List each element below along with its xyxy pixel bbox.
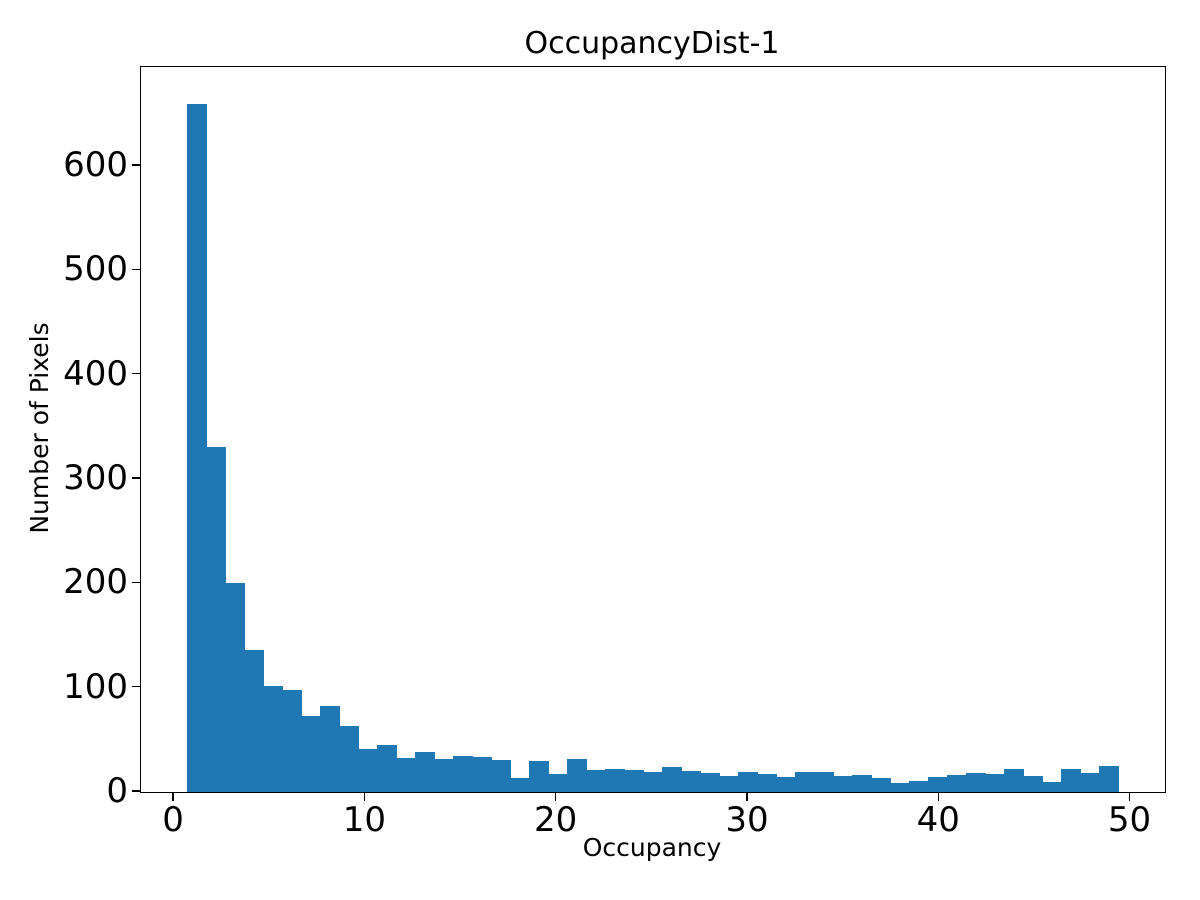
y-tick-label: 500 bbox=[63, 249, 128, 290]
x-tick-mark bbox=[746, 792, 748, 801]
histogram-bar bbox=[1022, 776, 1043, 792]
histogram-bar bbox=[415, 752, 435, 792]
histogram-bar bbox=[1079, 773, 1100, 792]
x-tick-mark bbox=[172, 792, 174, 801]
histogram-bar bbox=[358, 749, 378, 792]
y-tick-mark bbox=[132, 164, 140, 166]
y-tick-mark bbox=[132, 685, 140, 688]
histogram-bar bbox=[529, 760, 549, 792]
histogram-bar bbox=[263, 685, 283, 792]
histogram-bar bbox=[1098, 765, 1119, 792]
histogram-bar bbox=[320, 706, 340, 792]
histogram-bar bbox=[567, 758, 587, 792]
y-tick-label: 600 bbox=[63, 145, 128, 186]
histogram-bar bbox=[472, 756, 492, 792]
x-tick-label: 0 bbox=[162, 800, 184, 840]
histogram-bar bbox=[775, 777, 796, 792]
histogram-bar bbox=[510, 778, 530, 792]
y-tick-mark bbox=[132, 477, 140, 479]
y-tick-label: 0 bbox=[106, 771, 128, 811]
histogram-bar bbox=[206, 446, 226, 792]
y-tick-mark bbox=[132, 268, 140, 271]
histogram-bar bbox=[187, 103, 207, 792]
plot-area bbox=[140, 66, 1166, 793]
histogram-bar bbox=[946, 775, 967, 792]
histogram-bar bbox=[984, 774, 1005, 792]
histogram-bar bbox=[908, 780, 929, 792]
x-tick-mark bbox=[1128, 792, 1131, 801]
histogram-bar bbox=[453, 755, 473, 792]
histogram-bar bbox=[301, 715, 321, 792]
y-tick-label: 100 bbox=[63, 666, 128, 707]
histogram-bar bbox=[965, 773, 986, 792]
histogram-bar bbox=[832, 776, 853, 792]
histogram-bar bbox=[643, 772, 663, 792]
x-tick-mark bbox=[937, 792, 940, 801]
histogram-bar bbox=[225, 583, 245, 792]
x-tick-mark bbox=[554, 792, 557, 801]
histogram-bar bbox=[680, 771, 701, 792]
histogram-bar bbox=[244, 650, 264, 792]
histogram-bar bbox=[282, 689, 302, 792]
histogram-bar bbox=[434, 758, 454, 792]
histogram-bar bbox=[491, 759, 511, 792]
x-tick-label: 20 bbox=[534, 800, 578, 840]
histogram-bar bbox=[339, 726, 359, 792]
histogram-bar bbox=[699, 773, 720, 792]
histogram-bar bbox=[813, 772, 834, 792]
histogram-bar bbox=[661, 766, 682, 792]
histogram-bar bbox=[377, 745, 397, 792]
y-tick-mark bbox=[132, 581, 140, 584]
histogram-bar bbox=[756, 774, 777, 792]
x-tick-label: 10 bbox=[342, 800, 387, 840]
histogram-bar bbox=[586, 770, 606, 792]
histogram-bar bbox=[548, 774, 568, 792]
histogram-bar bbox=[718, 776, 739, 792]
x-tick-label: 30 bbox=[725, 800, 769, 840]
histogram-bar bbox=[396, 757, 416, 792]
y-tick-mark bbox=[132, 372, 140, 375]
x-tick-mark bbox=[363, 792, 366, 801]
y-tick-label: 400 bbox=[63, 353, 128, 394]
y-tick-label: 300 bbox=[63, 458, 128, 499]
histogram-bar bbox=[1060, 769, 1081, 792]
histogram-bar bbox=[794, 772, 815, 792]
histogram-bar bbox=[624, 770, 644, 792]
histogram-bar bbox=[605, 769, 625, 792]
x-axis-label: Occupancy bbox=[582, 833, 722, 862]
histogram-bar bbox=[1003, 769, 1024, 792]
histogram-bar bbox=[737, 772, 758, 792]
histogram-bar bbox=[851, 775, 872, 792]
y-tick-mark bbox=[132, 790, 140, 792]
x-tick-label: 40 bbox=[916, 800, 960, 840]
y-axis-label: Number of Pixels bbox=[25, 322, 54, 534]
chart-title: OccupancyDist-1 bbox=[524, 26, 780, 61]
histogram-bar bbox=[927, 777, 948, 792]
histogram-bar bbox=[889, 782, 910, 792]
x-tick-label: 50 bbox=[1107, 800, 1152, 840]
histogram-bar bbox=[870, 778, 891, 792]
y-tick-label: 200 bbox=[63, 562, 128, 603]
histogram-bar bbox=[1041, 781, 1062, 792]
